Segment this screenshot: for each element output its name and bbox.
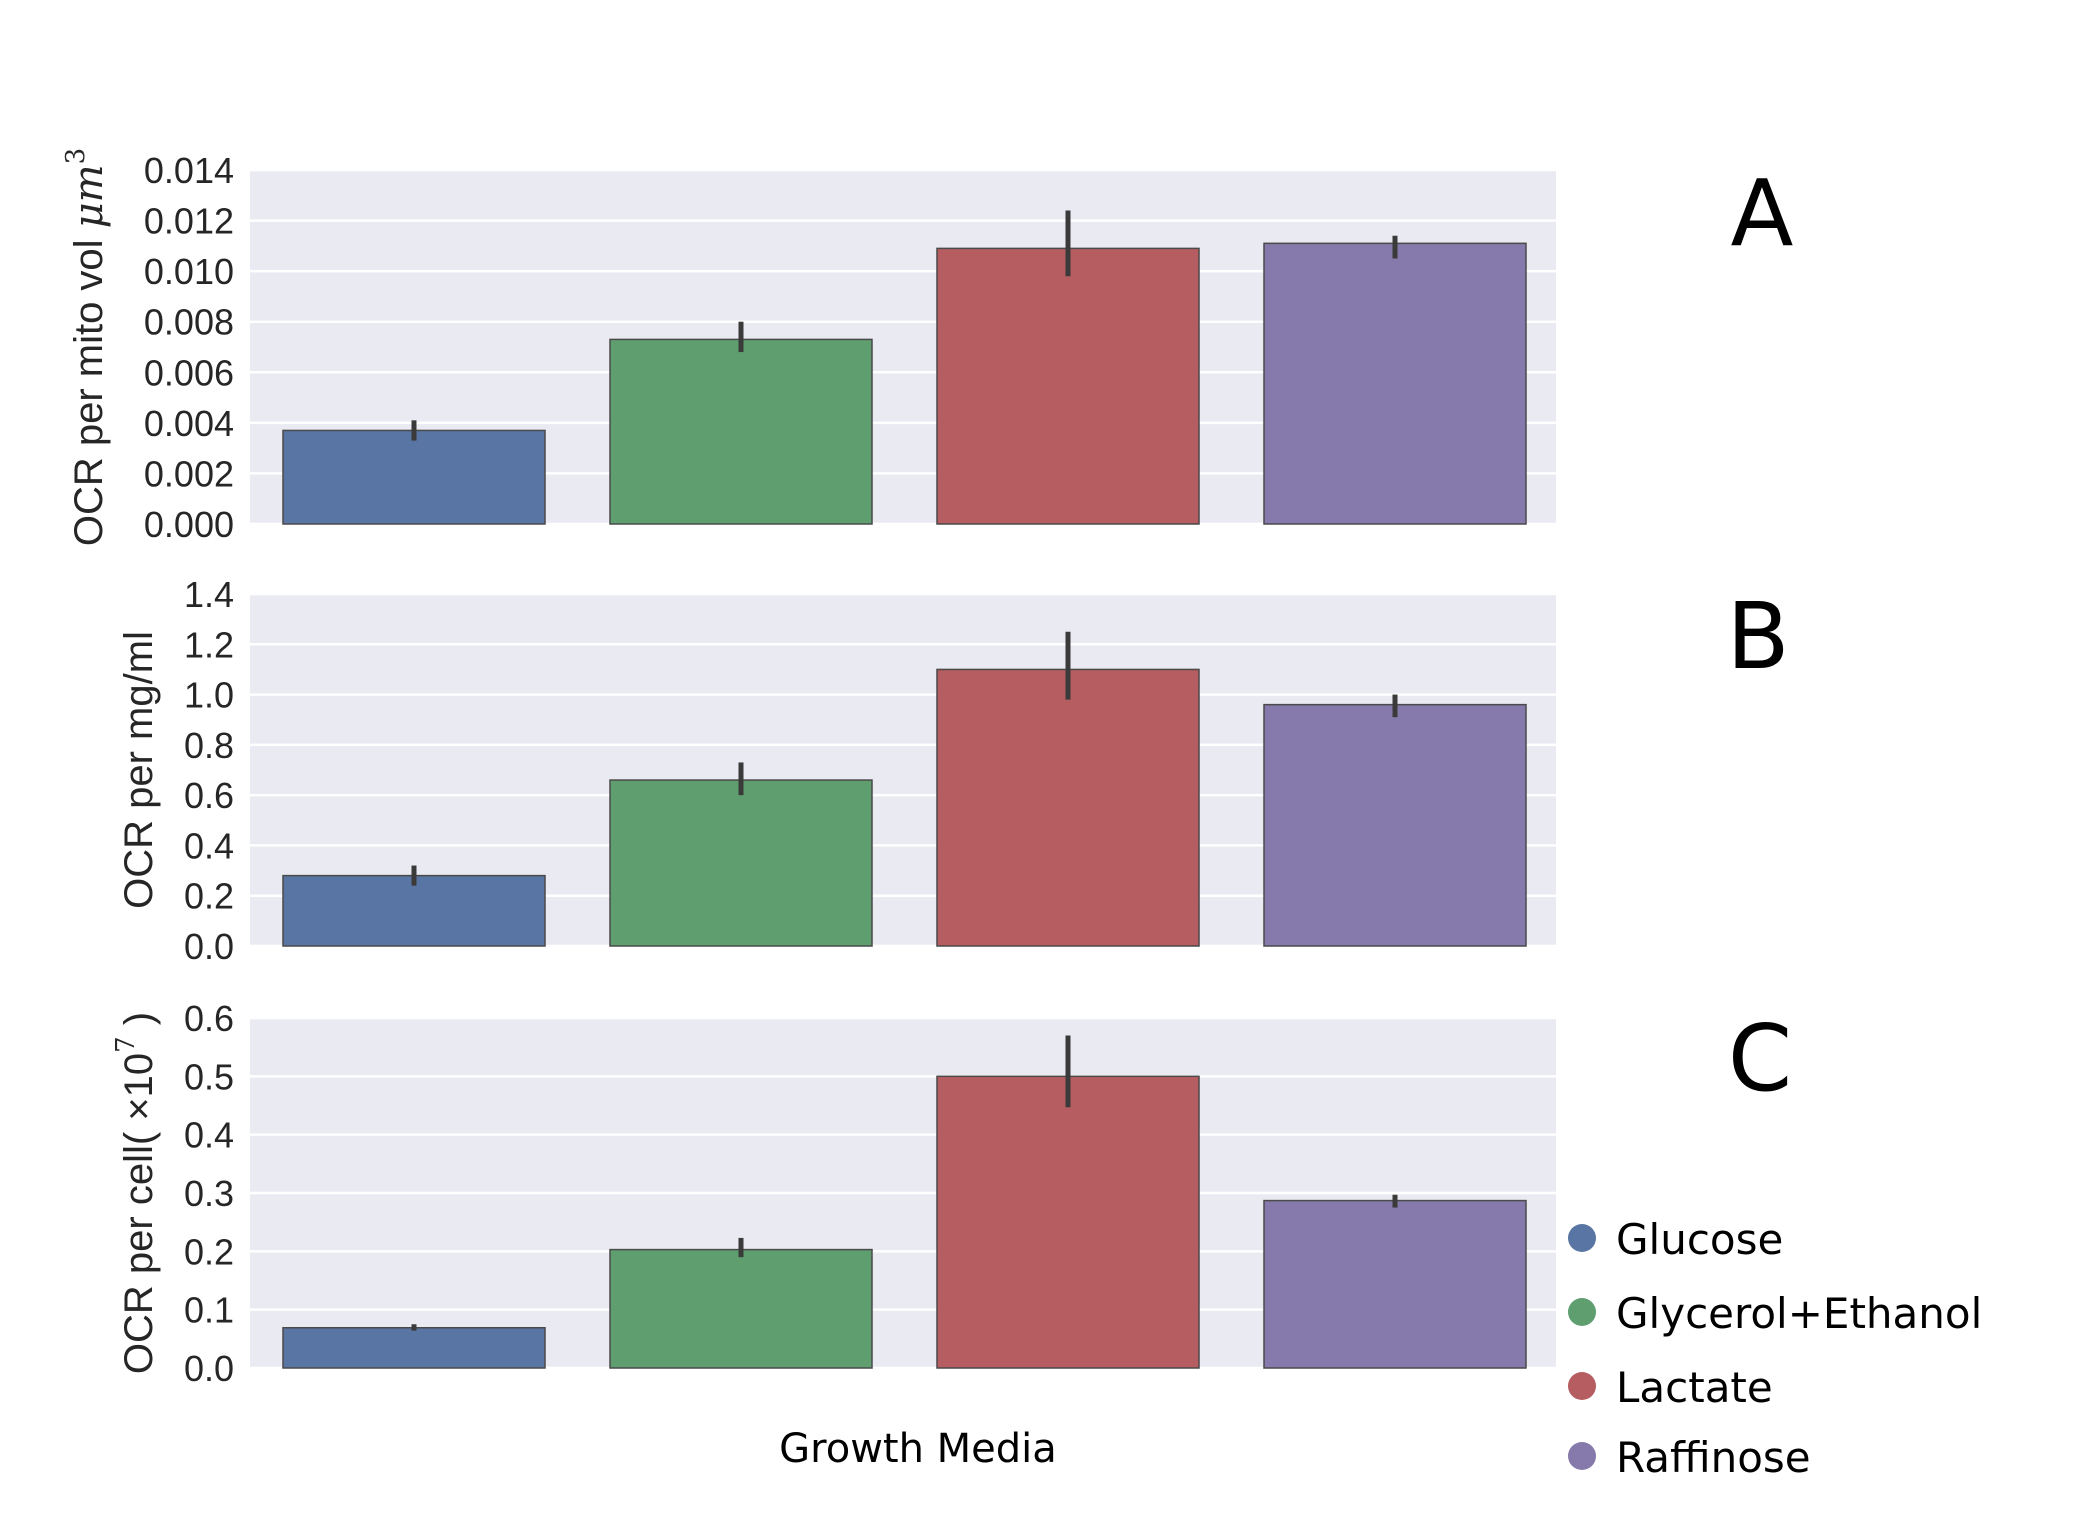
legend-swatch (1568, 1372, 1596, 1400)
y-tick-label: 0.0 (184, 1348, 234, 1389)
panel-c: 0.0 0.1 0.2 0.3 0.4 0.5 0.6 OCR per cell( ×107 … (111, 998, 1792, 1389)
y-tick-label: 1.4 (184, 574, 234, 615)
y-tick-label: 0.010 (144, 251, 234, 292)
bar-glucose (282, 1327, 546, 1369)
chart-panels: 0.000 0.002 0.004 0.006 0.008 0.010 0.012 0.014… (61, 148, 1794, 1389)
y-tick-label: 0.3 (184, 1173, 234, 1214)
y-tick-label: 1.0 (184, 675, 234, 716)
y-tick-label: 1.2 (184, 624, 234, 665)
bar-glucose (282, 429, 546, 525)
panel-label-c: C (1728, 1005, 1792, 1112)
y-tick-label: 0.1 (184, 1290, 234, 1331)
legend-swatch (1568, 1442, 1596, 1470)
y-tick-label: 0.5 (184, 1056, 234, 1097)
y-tick-label: 0.006 (144, 352, 234, 393)
legend-label: Glycerol+Ethanol (1616, 1289, 1982, 1338)
y-tick-label: 0.004 (144, 403, 234, 444)
y-tick-label: 0.0 (184, 926, 234, 967)
legend-item: Glucose (1568, 1215, 1783, 1264)
y-axis-label: OCR per cell( ×107 ) (111, 1012, 161, 1374)
panel-label-a: A (1731, 160, 1794, 267)
legend-swatch (1568, 1224, 1596, 1252)
bar-lactate (936, 668, 1200, 947)
bar-glycerol-ethanol (609, 338, 873, 525)
legend-label: Raffinose (1616, 1433, 1811, 1482)
panel-b: 0.0 0.2 0.4 0.6 0.8 1.0 1.2 1.4 OCR per mg/ml B (117, 574, 1790, 967)
legend-item: Lactate (1568, 1363, 1773, 1412)
bar-raffinose (1263, 242, 1527, 525)
legend-item: Glycerol+Ethanol (1568, 1289, 1982, 1338)
legend-item: Raffinose (1568, 1433, 1811, 1482)
bar-lactate (936, 247, 1200, 525)
panel-a: 0.000 0.002 0.004 0.006 0.008 0.010 0.012 0.014… (61, 148, 1794, 546)
y-axis-label: OCR per mg/ml (117, 631, 161, 909)
y-tick-label: 0.6 (184, 775, 234, 816)
legend-label: Glucose (1616, 1215, 1783, 1264)
bar-glycerol-ethanol (609, 1248, 873, 1369)
y-tick-label: 0.2 (184, 876, 234, 917)
y-tick-label: 0.4 (184, 1115, 234, 1156)
legend: Glucose Glycerol+Ethanol Lactate Raffinose (1568, 1215, 1982, 1482)
y-tick-label: 0.012 (144, 201, 234, 242)
legend-label: Lactate (1616, 1363, 1773, 1412)
y-axis-label: OCR per mito vol μm3 (61, 148, 112, 546)
x-axis-label: Growth Media (779, 1426, 1057, 1472)
bar-glycerol-ethanol (609, 779, 873, 947)
bar-lactate (936, 1075, 1200, 1369)
y-tick-label: 0.000 (144, 504, 234, 545)
y-tick-label: 0.002 (144, 453, 234, 494)
y-tick-label: 0.008 (144, 302, 234, 343)
legend-swatch (1568, 1298, 1596, 1326)
panel-label-b: B (1726, 583, 1789, 690)
bar-raffinose (1263, 703, 1527, 947)
bar-raffinose (1263, 1199, 1527, 1369)
y-tick-label: 0.6 (184, 998, 234, 1039)
y-tick-label: 0.8 (184, 725, 234, 766)
y-tick-label: 0.2 (184, 1231, 234, 1272)
bar-glucose (282, 874, 546, 947)
y-tick-label: 0.014 (144, 150, 234, 191)
y-tick-label: 0.4 (184, 825, 234, 866)
